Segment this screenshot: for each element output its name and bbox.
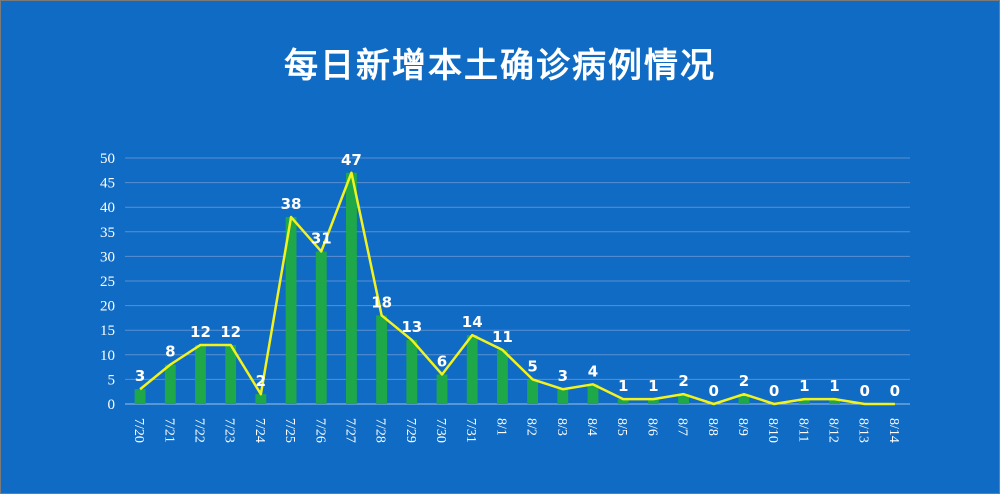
- x-axis: 7/20 7/21 7/22 7/23 7/24 7/25 7/26 7/27 7/28 7/29…: [131, 418, 901, 443]
- x-tick-label: 8/9: [735, 418, 750, 436]
- x-tick-label: 7/22: [191, 418, 206, 443]
- x-tick-label: 7/31: [463, 418, 478, 443]
- data-label: 13: [401, 318, 422, 336]
- x-tick-label: 7/26: [312, 418, 327, 443]
- bar: [225, 344, 237, 404]
- data-label: 4: [588, 362, 598, 380]
- data-label: 14: [462, 313, 483, 331]
- y-tick-label: 0: [108, 397, 116, 413]
- data-label: 3: [135, 367, 145, 385]
- data-label: 12: [190, 323, 211, 341]
- data-label: 11: [492, 328, 513, 346]
- x-tick-label: 8/4: [584, 418, 599, 436]
- x-tick-label: 7/29: [403, 418, 418, 443]
- gridlines: [125, 157, 910, 405]
- x-tick-label: 8/1: [493, 418, 508, 436]
- bar: [346, 172, 357, 404]
- bar: [376, 315, 388, 404]
- bar: [496, 349, 508, 404]
- data-label: 2: [739, 372, 749, 390]
- data-label: 12: [220, 323, 241, 341]
- y-tick-label: 25: [100, 274, 115, 290]
- data-label: 31: [311, 229, 332, 247]
- x-tick-label: 8/14: [886, 418, 901, 443]
- data-label: 0: [859, 382, 869, 400]
- y-tick-label: 40: [100, 200, 115, 216]
- data-label: 6: [437, 352, 447, 370]
- x-tick-label: 8/11: [795, 418, 810, 442]
- bar: [617, 399, 629, 404]
- bar: [798, 399, 810, 404]
- trend-line-path: [139, 171, 895, 406]
- y-tick-label: 50: [100, 151, 115, 167]
- data-label: 0: [769, 382, 779, 400]
- chart-title: 每日新增本土确诊病例情况: [284, 46, 716, 86]
- x-tick-label: 8/3: [554, 418, 569, 436]
- data-label: 3: [558, 367, 568, 385]
- bar: [527, 379, 539, 404]
- data-label: 1: [618, 377, 628, 395]
- x-tick-label: 7/23: [222, 418, 237, 443]
- bar: [255, 394, 267, 404]
- data-label: 8: [165, 343, 175, 361]
- x-tick-label: 8/13: [856, 418, 871, 443]
- y-tick-label: 30: [100, 249, 115, 265]
- bar: [466, 335, 478, 404]
- x-tick-label: 8/12: [826, 418, 841, 443]
- x-tick-label: 8/7: [675, 418, 690, 436]
- bar: [285, 217, 297, 404]
- bar: [406, 340, 418, 404]
- bar: [647, 399, 659, 404]
- x-tick-label: 7/21: [161, 418, 176, 443]
- data-label: 5: [527, 357, 537, 375]
- bar: [315, 251, 327, 404]
- bar: [829, 399, 840, 404]
- trend-line: [139, 171, 895, 406]
- bar: [678, 394, 689, 404]
- data-label: 1: [799, 377, 809, 395]
- bar: [557, 389, 569, 404]
- bar: [738, 394, 750, 404]
- y-tick-label: 15: [100, 323, 115, 339]
- bar: [587, 384, 599, 404]
- y-tick-label: 20: [100, 299, 115, 315]
- data-label: 2: [678, 372, 688, 390]
- x-tick-label: 7/27: [342, 418, 357, 443]
- y-tick-label: 45: [100, 176, 115, 192]
- data-label: 38: [281, 195, 302, 213]
- bar: [436, 374, 448, 404]
- x-tick-label: 8/6: [644, 418, 659, 436]
- data-label: 18: [371, 293, 392, 311]
- x-tick-label: 8/10: [765, 418, 780, 443]
- y-tick-label: 35: [100, 225, 115, 241]
- x-tick-label: 8/8: [705, 418, 720, 436]
- bars: [134, 172, 840, 404]
- x-tick-label: 7/20: [131, 418, 146, 443]
- y-tick-label: 5: [108, 372, 116, 388]
- y-axis: 0 5 10 15 20 25 30 35 40 45 50: [100, 151, 115, 413]
- x-tick-label: 8/5: [614, 418, 629, 436]
- bar: [164, 364, 176, 404]
- x-tick-label: 8/2: [524, 418, 539, 436]
- data-label: 1: [648, 377, 658, 395]
- x-tick-label: 7/24: [252, 418, 267, 443]
- y-tick-label: 10: [100, 348, 115, 364]
- bar: [134, 389, 146, 404]
- data-label: 47: [341, 151, 362, 169]
- x-tick-label: 7/30: [433, 418, 448, 443]
- bar: [195, 344, 206, 404]
- x-tick-label: 7/25: [282, 418, 297, 443]
- data-label: 0: [890, 382, 900, 400]
- data-label: 2: [256, 372, 266, 390]
- data-label: 0: [709, 382, 719, 400]
- data-label: 1: [829, 377, 839, 395]
- x-tick-label: 7/28: [373, 418, 388, 443]
